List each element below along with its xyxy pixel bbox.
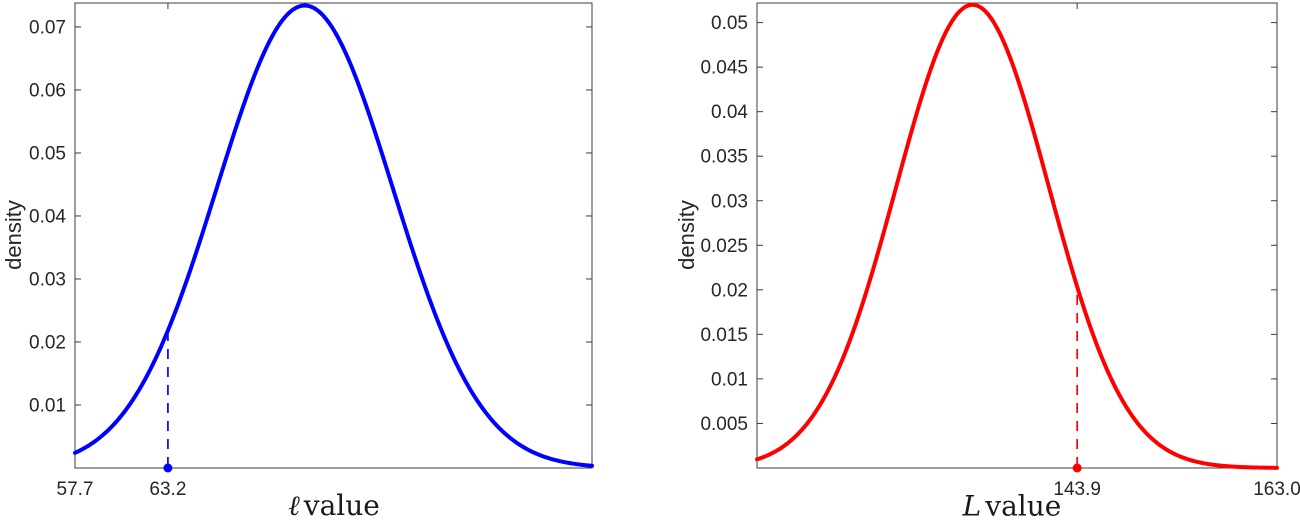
- y-tick-label: 0.02: [29, 332, 66, 353]
- y-tick-label: 0.025: [700, 236, 748, 257]
- y-tick-label: 0.005: [700, 414, 748, 435]
- L-symbol: L: [962, 489, 982, 523]
- ell-symbol: ℓ: [288, 489, 300, 522]
- y-tick-label: 0.04: [711, 102, 748, 123]
- plot-box: [74, 2, 593, 469]
- x-tick-label: 63.2: [149, 479, 186, 500]
- x-tick-label: 143.9: [1053, 479, 1101, 500]
- y-tick-label: 0.03: [711, 191, 748, 212]
- right-xlabel-text: value: [985, 489, 1062, 523]
- y-tick-label: 0.06: [29, 80, 66, 101]
- y-tick-label: 0.04: [29, 206, 66, 227]
- right-plot-ylabel: density: [674, 200, 699, 270]
- left-xlabel-text: value: [303, 489, 380, 522]
- x-tick-label: 163.0: [1253, 479, 1300, 500]
- marker-dot: [1072, 463, 1082, 473]
- density-curve: [73, 3, 594, 468]
- y-tick-label: 0.03: [29, 269, 66, 290]
- left-plot-xlabel: ℓ value: [288, 489, 380, 523]
- marker-dot: [163, 463, 173, 473]
- y-tick-label: 0.045: [700, 58, 748, 79]
- y-tick-label: 0.07: [29, 17, 66, 38]
- y-tick-label: 0.015: [700, 325, 748, 346]
- y-tick-label: 0.05: [711, 13, 748, 34]
- left-plot-ylabel: density: [1, 200, 26, 270]
- y-tick-label: 0.02: [711, 280, 748, 301]
- y-tick-label: 0.01: [711, 369, 748, 390]
- x-tick-label: 57.7: [57, 479, 94, 500]
- density-curve: [755, 2, 1279, 470]
- y-tick-label: 0.035: [700, 147, 748, 168]
- plot-box: [756, 2, 1278, 469]
- y-tick-label: 0.01: [29, 395, 66, 416]
- y-tick-label: 0.05: [29, 143, 66, 164]
